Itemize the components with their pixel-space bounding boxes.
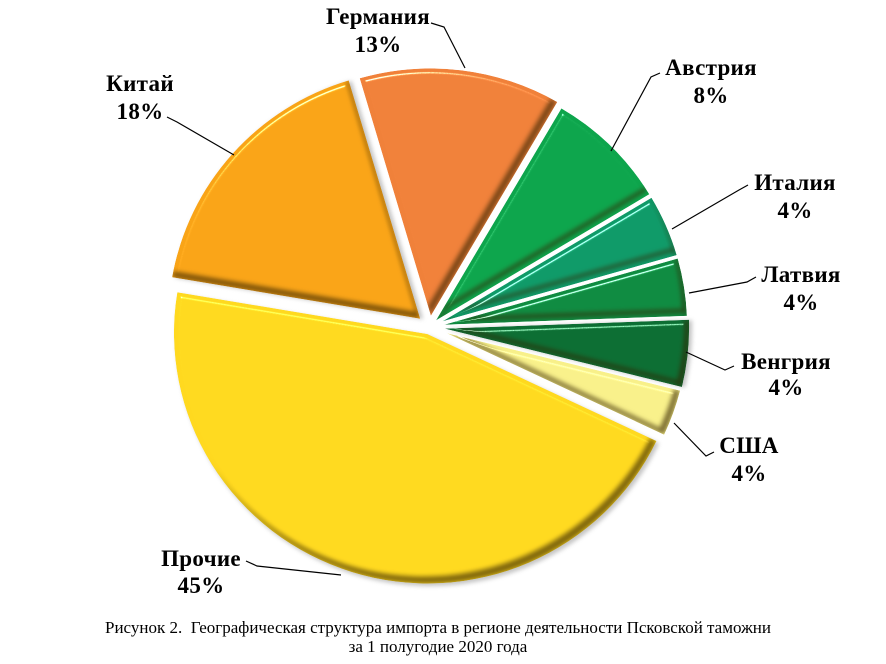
svg-text:Латвия: Латвия xyxy=(761,262,840,287)
svg-text:Германия: Германия xyxy=(326,4,430,29)
svg-text:Венгрия: Венгрия xyxy=(741,349,831,374)
svg-text:Китай: Китай xyxy=(106,71,174,96)
svg-text:за 1 полугодие 2020 года: за 1 полугодие 2020 года xyxy=(349,637,528,656)
svg-text:4%: 4% xyxy=(731,461,766,486)
svg-text:Австрия: Австрия xyxy=(665,55,757,80)
svg-text:4%: 4% xyxy=(768,375,803,400)
svg-text:13%: 13% xyxy=(355,32,402,57)
svg-text:45%: 45% xyxy=(178,573,225,598)
svg-text:4%: 4% xyxy=(783,290,818,315)
svg-text:Рисунок 2. Географическая стру: Рисунок 2. Географическая структура импо… xyxy=(105,618,771,637)
svg-text:8%: 8% xyxy=(693,83,728,108)
svg-text:Прочие: Прочие xyxy=(161,546,241,571)
svg-text:США: США xyxy=(719,433,778,458)
svg-text:Италия: Италия xyxy=(754,170,836,195)
svg-text:4%: 4% xyxy=(777,198,812,223)
svg-text:18%: 18% xyxy=(117,99,164,124)
